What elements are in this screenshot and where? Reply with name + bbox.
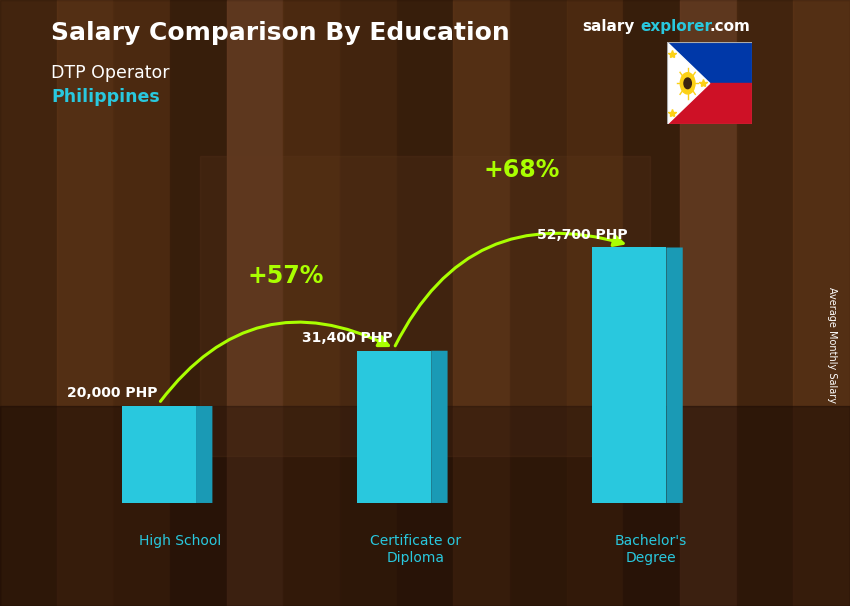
Text: Philippines: Philippines (51, 88, 160, 106)
Polygon shape (666, 247, 683, 503)
Bar (680, 0, 737, 606)
Circle shape (680, 73, 695, 94)
Polygon shape (431, 351, 448, 503)
Text: +68%: +68% (483, 158, 559, 182)
Text: 20,000 PHP: 20,000 PHP (66, 386, 157, 400)
Bar (0, 406, 850, 606)
Bar (200, 156, 650, 456)
Text: 31,400 PHP: 31,400 PHP (302, 331, 392, 345)
Bar (592, 247, 666, 503)
Circle shape (684, 78, 691, 88)
Bar (57, 0, 113, 606)
Bar (340, 0, 397, 606)
Bar (170, 0, 227, 606)
Bar (793, 0, 850, 606)
Text: salary: salary (582, 19, 635, 35)
Polygon shape (667, 42, 710, 124)
Text: 52,700 PHP: 52,700 PHP (536, 228, 627, 242)
Bar (667, 42, 752, 83)
Bar (667, 83, 752, 124)
Text: High School: High School (139, 534, 222, 548)
Bar (0, 0, 57, 606)
Text: DTP Operator: DTP Operator (51, 64, 169, 82)
Bar (357, 351, 431, 503)
Text: Average Monthly Salary: Average Monthly Salary (827, 287, 837, 404)
Bar (567, 0, 623, 606)
Bar (510, 0, 567, 606)
Bar (397, 0, 453, 606)
Text: explorer: explorer (640, 19, 712, 35)
Text: +57%: +57% (248, 264, 325, 288)
Bar (283, 0, 340, 606)
Bar (623, 0, 680, 606)
Polygon shape (196, 406, 212, 503)
Text: .com: .com (710, 19, 751, 35)
Text: Salary Comparison By Education: Salary Comparison By Education (51, 21, 510, 45)
Bar (737, 0, 793, 606)
Text: Certificate or
Diploma: Certificate or Diploma (370, 534, 461, 565)
Text: Bachelor's
Degree: Bachelor's Degree (615, 534, 687, 565)
Bar (122, 406, 196, 503)
Bar (453, 0, 510, 606)
Bar (227, 0, 283, 606)
Bar (113, 0, 170, 606)
